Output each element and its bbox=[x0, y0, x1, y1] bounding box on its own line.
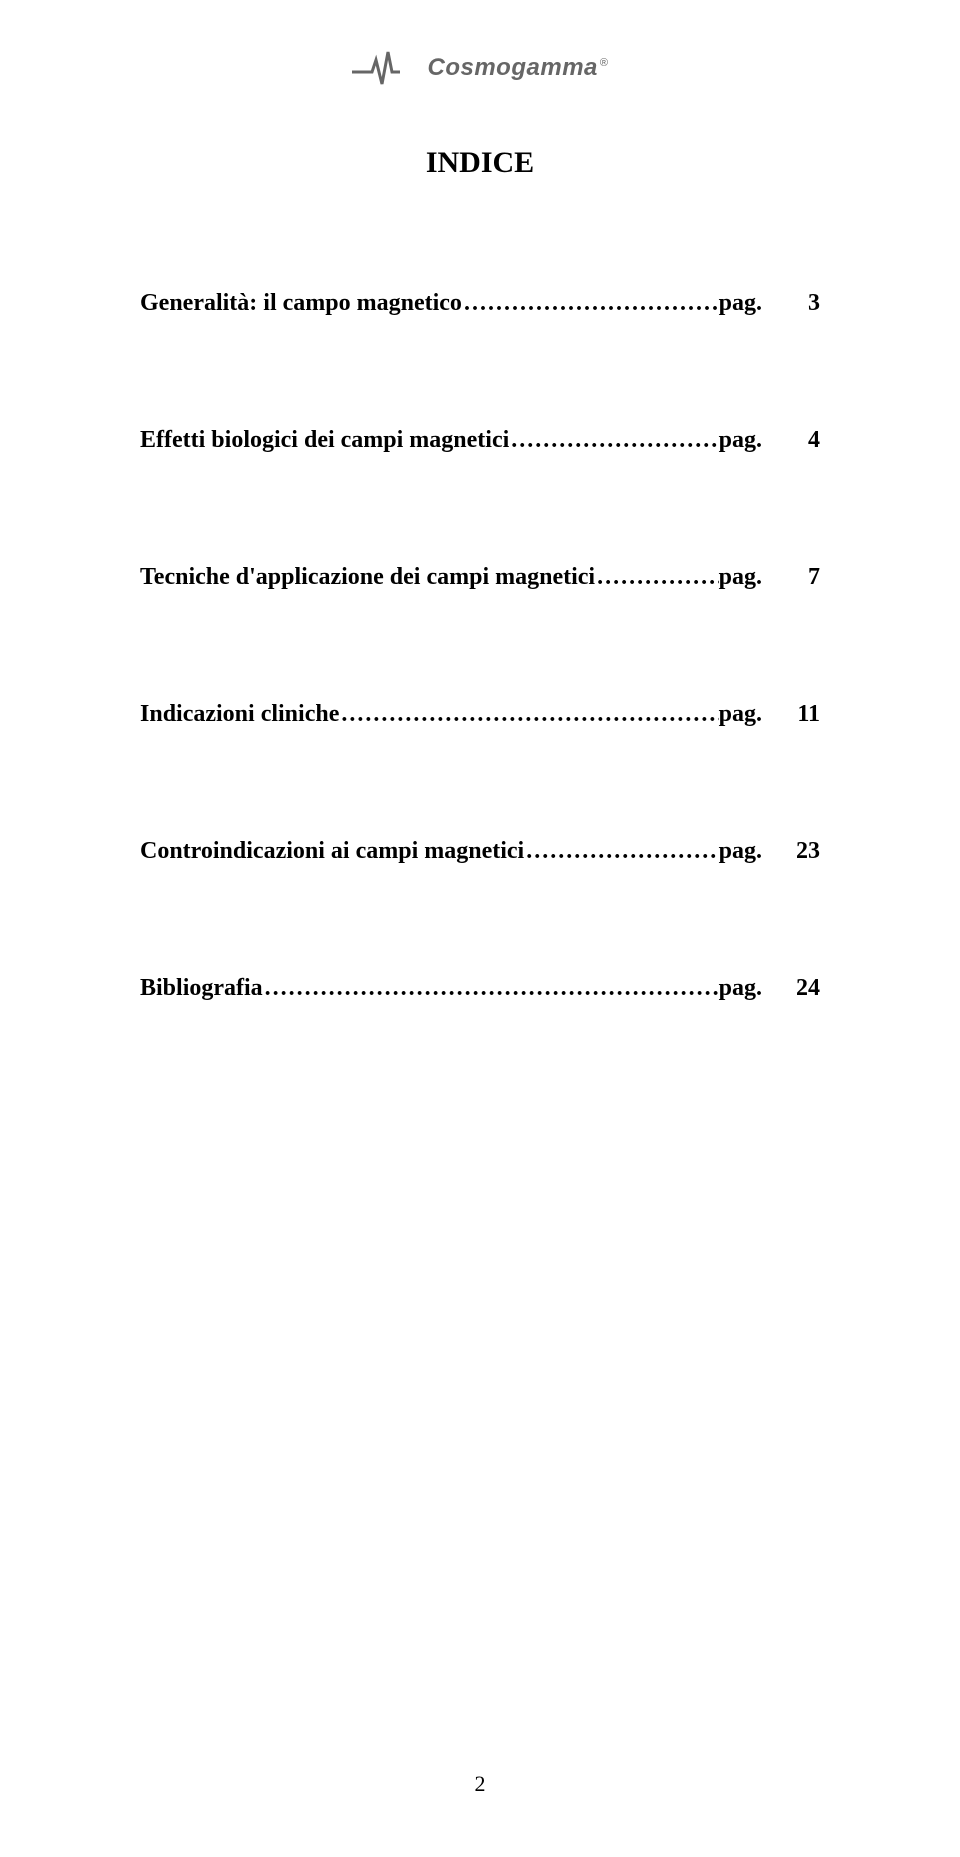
toc-item-label: Tecniche d'applicazione dei campi magnet… bbox=[140, 564, 595, 591]
toc-item-label: Generalità: il campo magnetico bbox=[140, 290, 462, 317]
page-footer-number: 2 bbox=[0, 1771, 960, 1797]
toc-dots: ........................................… bbox=[524, 838, 718, 865]
toc-dots: ........................................… bbox=[509, 427, 718, 454]
toc-dots: ........................................… bbox=[462, 290, 719, 317]
toc-dots: ........................................… bbox=[263, 975, 719, 1002]
page-title: INDICE bbox=[140, 146, 820, 180]
toc-page-number: 11 bbox=[790, 701, 820, 728]
brand-name-text: Cosmogamma bbox=[428, 54, 598, 81]
toc-row: Generalità: il campo magnetico .........… bbox=[140, 290, 820, 317]
toc-page-number: 23 bbox=[790, 838, 820, 865]
toc-pag-label: pag. bbox=[719, 838, 790, 865]
toc-row: Bibliografia ...........................… bbox=[140, 975, 820, 1002]
toc-page-number: 4 bbox=[790, 427, 820, 454]
logo-area: Cosmogamma® bbox=[140, 50, 820, 86]
toc-pag-label: pag. bbox=[719, 290, 790, 317]
toc-dots: ........................................… bbox=[595, 564, 719, 591]
toc-item-label: Controindicazioni ai campi magnetici bbox=[140, 838, 524, 865]
page: Cosmogamma® INDICE Generalità: il campo … bbox=[0, 0, 960, 1857]
toc-item-label: Indicazioni cliniche bbox=[140, 701, 339, 728]
toc-pag-label: pag. bbox=[719, 701, 790, 728]
toc-item-label: Effetti biologici dei campi magnetici bbox=[140, 427, 509, 454]
brand-name: Cosmogamma® bbox=[428, 54, 609, 82]
toc-page-number: 7 bbox=[790, 564, 820, 591]
toc-page-number: 24 bbox=[790, 975, 820, 1002]
toc-pag-label: pag. bbox=[719, 564, 790, 591]
toc-item-label: Bibliografia bbox=[140, 975, 263, 1002]
toc-dots: ........................................… bbox=[339, 701, 718, 728]
toc-row: Indicazioni cliniche ...................… bbox=[140, 701, 820, 728]
brand-logo: Cosmogamma® bbox=[352, 50, 609, 86]
toc-pag-label: pag. bbox=[719, 975, 790, 1002]
toc-pag-label: pag. bbox=[719, 427, 790, 454]
toc-row: Tecniche d'applicazione dei campi magnet… bbox=[140, 564, 820, 591]
registered-mark: ® bbox=[600, 57, 609, 69]
heartbeat-icon bbox=[352, 50, 420, 86]
toc-page-number: 3 bbox=[790, 290, 820, 317]
toc-row: Effetti biologici dei campi magnetici ..… bbox=[140, 427, 820, 454]
toc-row: Controindicazioni ai campi magnetici ...… bbox=[140, 838, 820, 865]
